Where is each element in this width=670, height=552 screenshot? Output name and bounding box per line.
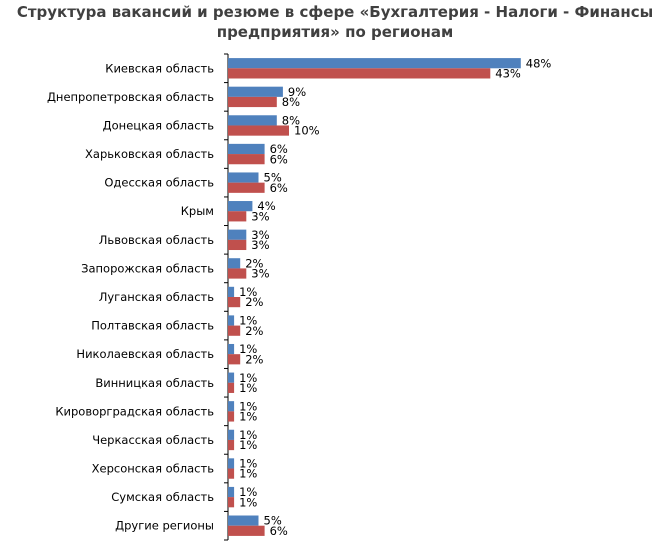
category-label: Черкасская область <box>92 433 214 447</box>
bar-series-2 <box>228 497 235 508</box>
category-label: Полтавская область <box>91 319 214 333</box>
bar-series-1 <box>228 343 235 355</box>
bar-series-2 <box>228 125 289 136</box>
category-label: Киевская область <box>105 61 214 75</box>
chart-title-line1: Структура вакансий и резюме в сфере «Бух… <box>16 3 654 21</box>
category-label: Донецкая область <box>103 118 215 132</box>
bar-series-1 <box>228 143 265 155</box>
bar-series-1 <box>228 172 259 183</box>
bar-series-2 <box>228 154 265 165</box>
data-label: 1% <box>239 399 257 413</box>
bar-series-1 <box>228 515 259 526</box>
data-label: 1% <box>239 485 257 499</box>
data-label: 3% <box>251 209 269 223</box>
data-label: 2% <box>245 352 263 366</box>
category-label: Винницкая область <box>95 376 214 390</box>
data-label: 1% <box>239 371 257 385</box>
data-label: 1% <box>239 342 257 356</box>
chart-title: Структура вакансий и резюме в сфере «Бух… <box>0 2 670 42</box>
bar-series-2 <box>228 439 235 451</box>
category-label: Кироворградская область <box>55 404 214 418</box>
bar-series-1 <box>228 86 283 97</box>
bar-series-1 <box>228 315 235 326</box>
data-label: 1% <box>239 467 257 481</box>
bar-series-2 <box>228 382 235 393</box>
bar-series-2 <box>228 354 241 365</box>
data-label: 3% <box>251 267 269 281</box>
data-label: 2% <box>245 324 263 338</box>
data-label: 8% <box>282 113 300 127</box>
data-label: 1% <box>239 438 257 452</box>
bar-series-2 <box>228 239 247 251</box>
bar-series-2 <box>228 468 235 479</box>
data-label: 6% <box>270 524 288 538</box>
category-label: Днепропетровская область <box>47 90 214 104</box>
category-label: Запорожская область <box>81 261 214 275</box>
data-label: 6% <box>270 152 288 166</box>
bar-series-1 <box>228 58 521 69</box>
data-label: 43% <box>495 66 521 80</box>
data-label: 10% <box>294 124 320 138</box>
data-label: 9% <box>288 85 306 99</box>
category-label: Сумская область <box>111 490 214 504</box>
bar-series-1 <box>228 429 235 440</box>
bar-series-2 <box>228 68 491 79</box>
data-label: 1% <box>239 285 257 299</box>
bar-series-1 <box>228 229 247 240</box>
category-label: Николаевская область <box>76 347 214 361</box>
bar-series-2 <box>228 525 265 536</box>
category-label: Харьковская область <box>85 147 214 161</box>
category-label: Другие регионы <box>115 519 214 533</box>
data-label: 2% <box>245 256 263 270</box>
bar-series-2 <box>228 325 241 336</box>
category-label: Херсонская область <box>92 462 215 476</box>
category-label: Крым <box>181 204 214 218</box>
bar-series-2 <box>228 211 247 222</box>
data-label: 1% <box>239 428 257 442</box>
data-label: 48% <box>526 56 552 70</box>
bar-series-2 <box>228 96 277 108</box>
bar-series-1 <box>228 372 235 383</box>
data-label: 1% <box>239 495 257 509</box>
bar-series-2 <box>228 182 265 193</box>
data-label: 5% <box>264 171 282 185</box>
data-label: 3% <box>251 228 269 242</box>
bar-series-1 <box>228 286 235 297</box>
bar-series-1 <box>228 258 241 269</box>
data-label: 6% <box>270 142 288 156</box>
data-label: 6% <box>270 181 288 195</box>
bar-series-2 <box>228 411 235 422</box>
data-label: 3% <box>251 238 269 252</box>
category-label: Львовская область <box>99 233 214 247</box>
data-label: 4% <box>257 199 275 213</box>
bar-series-1 <box>228 201 253 212</box>
data-label: 5% <box>264 514 282 528</box>
data-label: 1% <box>239 314 257 328</box>
category-label: Одесская область <box>104 176 214 190</box>
category-label: Луганская область <box>99 290 214 304</box>
bar-series-2 <box>228 297 241 308</box>
data-label: 1% <box>239 381 257 395</box>
data-label: 2% <box>245 295 263 309</box>
bar-series-1 <box>228 401 235 412</box>
data-label: 1% <box>239 457 257 471</box>
bar-series-1 <box>228 115 277 126</box>
bar-series-1 <box>228 458 235 469</box>
bar-series-2 <box>228 268 247 279</box>
data-label: 8% <box>282 95 300 109</box>
data-label: 1% <box>239 410 257 424</box>
chart-title-line2: предприятия» по регионам <box>216 23 454 41</box>
bar-series-1 <box>228 486 235 498</box>
